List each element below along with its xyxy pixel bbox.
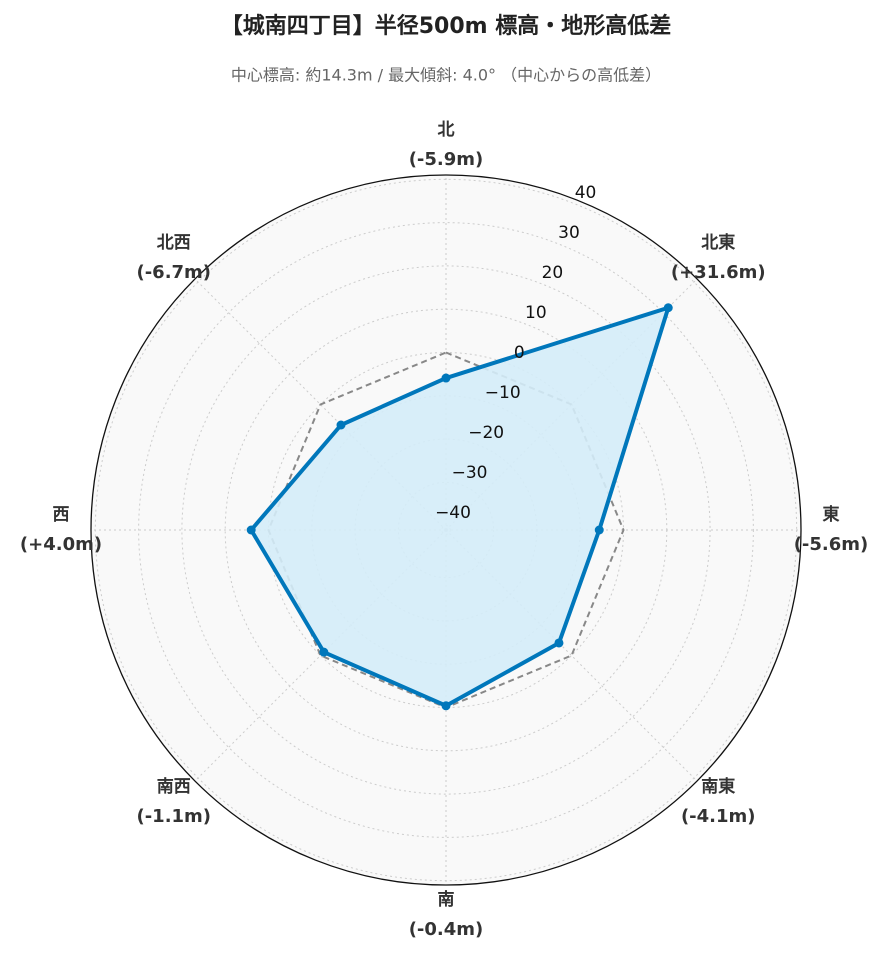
r-tick-label: −40 (435, 503, 471, 523)
spoke (194, 529, 447, 782)
category-label: 北 (438, 120, 455, 140)
r-tick-label: 10 (525, 303, 547, 323)
category-label: 南 (438, 889, 455, 910)
category-label: 東 (823, 504, 840, 525)
chart-title: 【城南四丁目】半径500m 標高・地形高低差 (221, 13, 672, 39)
data-point (246, 525, 256, 535)
data-point (441, 701, 451, 711)
data-point (336, 420, 346, 430)
data-point (663, 303, 673, 313)
data-point (594, 525, 604, 535)
r-tick-label: −20 (468, 423, 504, 443)
plot-border (90, 174, 802, 886)
category-label: 北東 (701, 232, 735, 253)
chart-subtitle: 中心標高: 約14.3m / 最大傾斜: 4.0° （中心からの高低差） (231, 66, 661, 85)
category-label: 南西 (157, 776, 191, 797)
category-value-label: (-1.1m) (136, 806, 211, 827)
r-tick-label: 20 (542, 263, 564, 283)
data-point (441, 373, 451, 383)
r-tick-label: 30 (558, 223, 580, 243)
category-label: 南東 (701, 776, 735, 797)
r-tick-label: 40 (575, 183, 597, 203)
spoke (194, 278, 447, 531)
category-value-label: (+31.6m) (671, 262, 766, 283)
grid-circle (181, 265, 711, 795)
data-point (554, 638, 564, 648)
category-label: 北西 (157, 233, 191, 253)
category-value-label: (-5.9m) (409, 149, 484, 170)
category-value-label: (-4.1m) (681, 806, 756, 827)
r-tick-label: −10 (485, 383, 521, 403)
category-label: 西 (53, 505, 70, 525)
category-value-label: (-6.7m) (136, 262, 211, 283)
data-point (319, 647, 329, 657)
category-value-label: (-5.6m) (794, 534, 869, 555)
grid-circle (138, 222, 754, 838)
r-tick-label: −30 (452, 463, 488, 483)
category-value-label: (-0.4m) (409, 919, 484, 940)
r-tick-label: 0 (514, 343, 525, 363)
category-value-label: (+4.0m) (20, 534, 102, 555)
spoke (445, 529, 698, 782)
